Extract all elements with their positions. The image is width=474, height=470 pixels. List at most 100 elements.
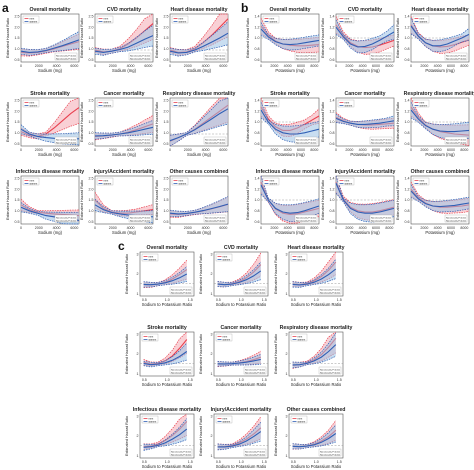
y-tick-label: 2 <box>137 272 139 276</box>
legend-label-men: men <box>179 102 184 105</box>
legend-label-women: women <box>298 339 306 342</box>
y-axis-label: Estimated Hazard Ratio <box>274 416 278 456</box>
subplot-title: Infectious disease mortality <box>133 407 201 413</box>
y-tick-label: 2.5 <box>15 99 20 103</box>
y-tick-label: 3 <box>137 332 139 336</box>
x-tick-label: 0 <box>169 148 171 152</box>
legend-note-box <box>318 448 342 457</box>
ci-lower-men <box>260 33 320 54</box>
series-line-women <box>20 39 80 53</box>
legend-label-men: men <box>104 18 109 21</box>
legend-note: Non-linearity P<0.001 <box>205 142 226 145</box>
x-tick-label: 2000 <box>35 226 43 230</box>
y-tick-label: 0.8 <box>330 47 335 51</box>
legend-label-men: men <box>149 418 154 421</box>
x-tick-label: 6000 <box>297 64 305 68</box>
legend-box <box>262 99 280 108</box>
x-tick-label: 4000 <box>284 226 292 230</box>
ci-upper-men <box>217 416 262 445</box>
x-axis-label: Potassium (mg) <box>425 152 455 157</box>
y-tick-label: 2 <box>286 434 288 438</box>
legend-label-women: women <box>179 183 187 186</box>
series-line-women <box>169 203 229 215</box>
x-tick-label: 1.0 <box>239 298 244 302</box>
y-tick-label: 1.0 <box>15 209 20 213</box>
subplot-title: Heart disease mortality <box>287 245 344 251</box>
legend-note-box <box>294 52 318 61</box>
y-tick-label: 2 <box>286 272 288 276</box>
legend-note-box <box>128 214 152 223</box>
series-line-women <box>410 190 470 208</box>
y-tick-label: 0.8 <box>405 47 410 51</box>
legend-label-men: men <box>420 18 425 21</box>
ci-band-women <box>143 418 187 451</box>
y-axis-label: Estimated Hazard Ratio <box>274 334 278 374</box>
legend-note-box <box>54 214 78 223</box>
y-tick-label: 3 <box>211 414 213 418</box>
y-axis-label: Estimated Hazard Ratio <box>321 102 325 142</box>
x-tick-label: 6000 <box>447 226 455 230</box>
y-tick-label: 1.0 <box>255 120 260 124</box>
x-tick-label: 0 <box>335 148 337 152</box>
x-tick-label: 1.5 <box>337 378 342 382</box>
subplot-title: Other causes combined <box>170 169 229 175</box>
x-tick-label: 6000 <box>219 226 227 230</box>
legend-label-men: men <box>345 102 350 105</box>
y-tick-label: 1.0 <box>89 131 94 135</box>
x-tick-label: 0 <box>260 64 262 68</box>
legend-box <box>262 15 280 24</box>
y-tick-label: 1.4 <box>330 99 335 103</box>
legend-label-women: women <box>30 21 38 24</box>
y-tick-label: 2.0 <box>164 109 169 113</box>
y-tick-label: 2.0 <box>15 109 20 113</box>
ci-upper-women <box>292 259 337 283</box>
ci-lower-women <box>169 211 229 218</box>
legend-label-women: women <box>420 183 428 186</box>
legend-box <box>337 177 355 186</box>
x-tick-label: 0 <box>20 148 22 152</box>
y-tick-label: 1.5 <box>164 120 169 124</box>
legend-note-box <box>369 214 393 223</box>
y-tick-label: 1.0 <box>330 198 335 202</box>
legend-label-women: women <box>149 259 157 262</box>
x-axis-label: Sodium (mg) <box>112 68 137 73</box>
series-line-women <box>169 108 229 142</box>
subplot-title: Respiratory disease mortality <box>280 325 353 331</box>
ci-band-women <box>21 31 79 56</box>
legend-note: Non-linearity P<0.001 <box>56 58 77 61</box>
legend-note-box <box>444 52 468 61</box>
y-tick-label: 2 <box>211 434 213 438</box>
legend-note-box <box>369 52 393 61</box>
legend-label-men: men <box>149 256 154 259</box>
y-axis-label: Estimated Hazard Ratio <box>321 18 325 58</box>
x-tick-label: 4000 <box>127 148 135 152</box>
panel-letter-a: a <box>2 1 9 15</box>
ci-upper-women <box>292 332 337 363</box>
legend-label-men: men <box>149 336 154 339</box>
x-axis-label: Sodium to Potassium Ratio <box>216 302 267 307</box>
y-tick-label: 0.5 <box>15 220 20 224</box>
x-tick-label: 0 <box>20 226 22 230</box>
legend-note: Non-linearity P<0.001 <box>245 292 266 295</box>
legend-note: Non-linearity P<0.001 <box>171 451 192 454</box>
legend-box <box>215 333 233 342</box>
y-tick-label: 2 <box>211 272 213 276</box>
legend-note-box <box>243 366 267 375</box>
y-tick-label: 0.6 <box>405 142 410 146</box>
legend-label-men: men <box>179 180 184 183</box>
legend-label-men: men <box>223 418 228 421</box>
legend-label-men: men <box>345 18 350 21</box>
ci-band-women <box>411 18 469 52</box>
legend-note: Non-linearity P<0.001 <box>171 292 192 295</box>
legend-note: Non-linearity P<0.001 <box>56 220 77 223</box>
ci-band-women <box>292 424 336 449</box>
y-tick-label: 1.2 <box>330 25 335 29</box>
